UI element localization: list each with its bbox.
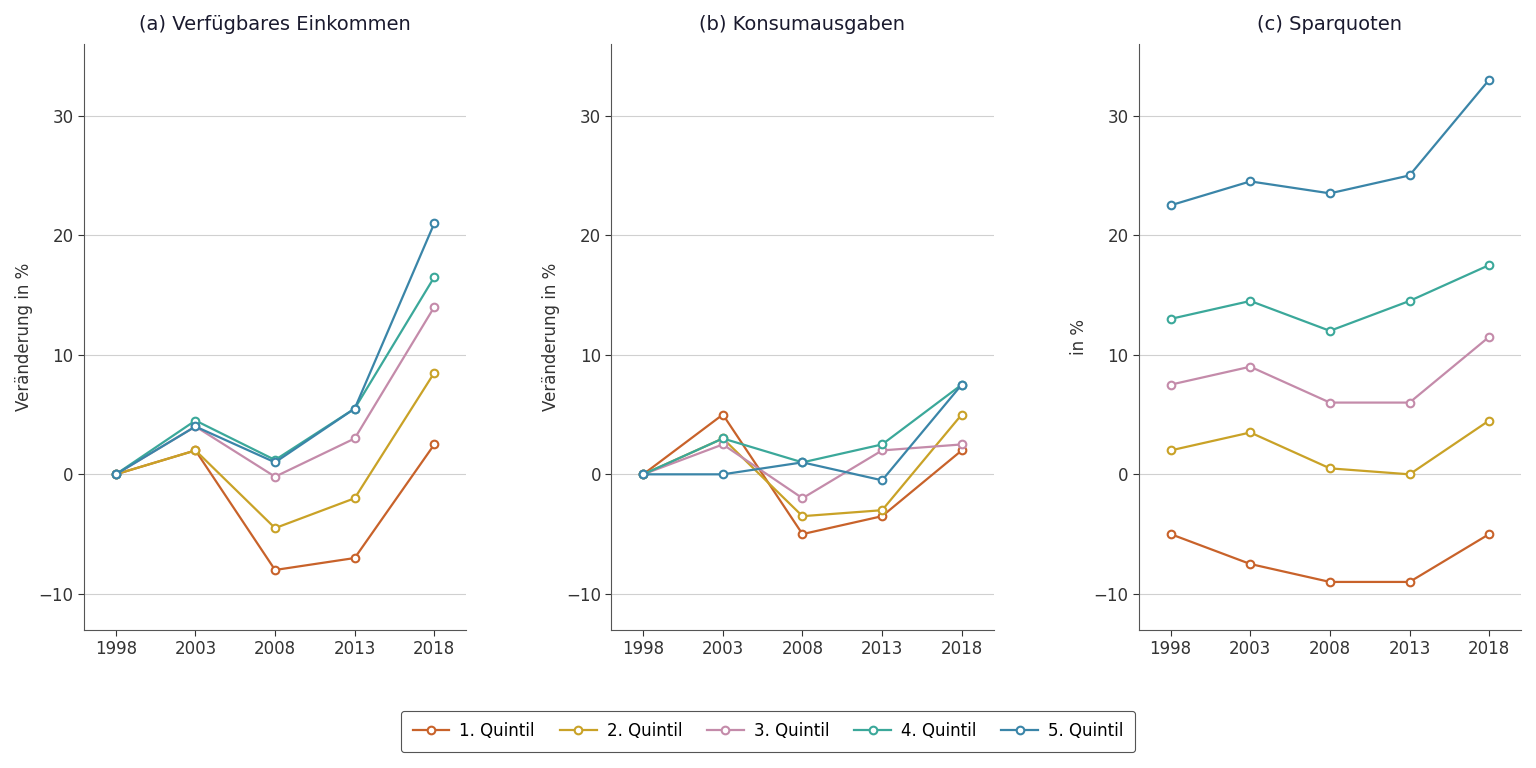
3. Quintil bbox=[1401, 398, 1419, 407]
5. Quintil bbox=[714, 470, 733, 479]
Line: 3. Quintil: 3. Quintil bbox=[112, 303, 438, 481]
Line: 4. Quintil: 4. Quintil bbox=[639, 381, 966, 478]
2. Quintil bbox=[793, 511, 811, 521]
1. Quintil bbox=[714, 410, 733, 419]
2. Quintil bbox=[1401, 470, 1419, 479]
Title: (b) Konsumausgaben: (b) Konsumausgaben bbox=[699, 15, 906, 34]
4. Quintil bbox=[346, 404, 364, 413]
5. Quintil bbox=[346, 404, 364, 413]
Line: 3. Quintil: 3. Quintil bbox=[1167, 333, 1493, 406]
1. Quintil bbox=[1479, 529, 1498, 538]
3. Quintil bbox=[1161, 380, 1180, 389]
5. Quintil bbox=[266, 458, 284, 467]
2. Quintil bbox=[1161, 445, 1180, 455]
5. Quintil bbox=[1479, 75, 1498, 84]
Line: 1. Quintil: 1. Quintil bbox=[1167, 530, 1493, 586]
2. Quintil bbox=[1321, 464, 1339, 473]
1. Quintil bbox=[872, 511, 891, 521]
2. Quintil bbox=[952, 410, 971, 419]
Legend: 1. Quintil, 2. Quintil, 3. Quintil, 4. Quintil, 5. Quintil: 1. Quintil, 2. Quintil, 3. Quintil, 4. Q… bbox=[401, 710, 1135, 752]
5. Quintil bbox=[186, 422, 204, 431]
1. Quintil bbox=[1161, 529, 1180, 538]
Y-axis label: Veränderung in %: Veränderung in % bbox=[15, 263, 32, 411]
Line: 3. Quintil: 3. Quintil bbox=[639, 441, 966, 502]
3. Quintil bbox=[872, 445, 891, 455]
3. Quintil bbox=[1241, 362, 1260, 371]
Line: 5. Quintil: 5. Quintil bbox=[112, 220, 438, 478]
2. Quintil bbox=[106, 470, 124, 479]
4. Quintil bbox=[1241, 296, 1260, 306]
1. Quintil bbox=[1241, 559, 1260, 568]
3. Quintil bbox=[266, 472, 284, 482]
Y-axis label: Veränderung in %: Veränderung in % bbox=[542, 263, 561, 411]
5. Quintil bbox=[425, 219, 444, 228]
4. Quintil bbox=[1401, 296, 1419, 306]
1. Quintil bbox=[634, 470, 653, 479]
4. Quintil bbox=[425, 273, 444, 282]
Title: (c) Sparquoten: (c) Sparquoten bbox=[1258, 15, 1402, 34]
Line: 4. Quintil: 4. Quintil bbox=[112, 273, 438, 478]
5. Quintil bbox=[1401, 170, 1419, 180]
3. Quintil bbox=[793, 494, 811, 503]
3. Quintil bbox=[952, 440, 971, 449]
2. Quintil bbox=[1241, 428, 1260, 437]
5. Quintil bbox=[1161, 200, 1180, 210]
Y-axis label: in %: in % bbox=[1071, 319, 1087, 355]
1. Quintil bbox=[1321, 578, 1339, 587]
3. Quintil bbox=[186, 422, 204, 431]
3. Quintil bbox=[346, 434, 364, 443]
3. Quintil bbox=[634, 470, 653, 479]
2. Quintil bbox=[266, 524, 284, 533]
1. Quintil bbox=[346, 554, 364, 563]
3. Quintil bbox=[714, 440, 733, 449]
4. Quintil bbox=[872, 440, 891, 449]
4. Quintil bbox=[793, 458, 811, 467]
4. Quintil bbox=[186, 416, 204, 425]
Line: 5. Quintil: 5. Quintil bbox=[639, 381, 966, 484]
1. Quintil bbox=[266, 565, 284, 574]
3. Quintil bbox=[1321, 398, 1339, 407]
5. Quintil bbox=[1321, 189, 1339, 198]
5. Quintil bbox=[872, 475, 891, 485]
1. Quintil bbox=[186, 445, 204, 455]
4. Quintil bbox=[634, 470, 653, 479]
2. Quintil bbox=[872, 505, 891, 515]
1. Quintil bbox=[952, 445, 971, 455]
Line: 2. Quintil: 2. Quintil bbox=[112, 369, 438, 532]
Line: 1. Quintil: 1. Quintil bbox=[112, 441, 438, 574]
2. Quintil bbox=[714, 434, 733, 443]
4. Quintil bbox=[952, 380, 971, 389]
3. Quintil bbox=[106, 470, 124, 479]
5. Quintil bbox=[952, 380, 971, 389]
3. Quintil bbox=[425, 303, 444, 312]
5. Quintil bbox=[1241, 177, 1260, 186]
Line: 5. Quintil: 5. Quintil bbox=[1167, 76, 1493, 209]
5. Quintil bbox=[793, 458, 811, 467]
4. Quintil bbox=[266, 455, 284, 465]
Line: 1. Quintil: 1. Quintil bbox=[639, 411, 966, 538]
1. Quintil bbox=[106, 470, 124, 479]
2. Quintil bbox=[425, 368, 444, 377]
4. Quintil bbox=[1161, 314, 1180, 323]
1. Quintil bbox=[425, 440, 444, 449]
4. Quintil bbox=[106, 470, 124, 479]
1. Quintil bbox=[793, 529, 811, 538]
2. Quintil bbox=[346, 494, 364, 503]
1. Quintil bbox=[1401, 578, 1419, 587]
4. Quintil bbox=[1479, 260, 1498, 270]
4. Quintil bbox=[1321, 326, 1339, 336]
2. Quintil bbox=[186, 445, 204, 455]
5. Quintil bbox=[106, 470, 124, 479]
2. Quintil bbox=[634, 470, 653, 479]
2. Quintil bbox=[1479, 416, 1498, 425]
5. Quintil bbox=[634, 470, 653, 479]
Line: 4. Quintil: 4. Quintil bbox=[1167, 261, 1493, 335]
3. Quintil bbox=[1479, 333, 1498, 342]
Line: 2. Quintil: 2. Quintil bbox=[639, 411, 966, 520]
4. Quintil bbox=[714, 434, 733, 443]
Line: 2. Quintil: 2. Quintil bbox=[1167, 417, 1493, 478]
Title: (a) Verfügbares Einkommen: (a) Verfügbares Einkommen bbox=[140, 15, 412, 34]
